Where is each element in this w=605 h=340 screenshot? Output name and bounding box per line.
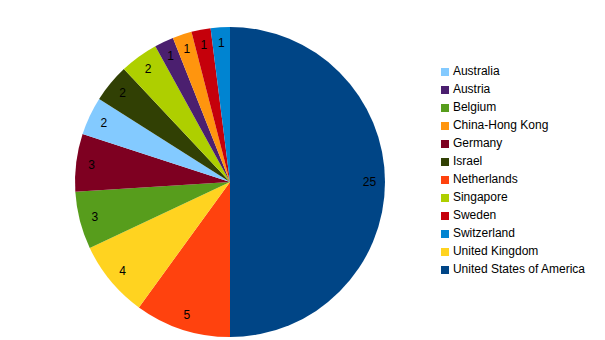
svg-text:1: 1 [167,49,174,63]
html-text:Switzerland: Switzerland [452,226,515,240]
html-text:Netherlands: Netherlands [452,172,518,186]
html-text:Sweden: Sweden [452,208,497,222]
svg-text:3: 3 [88,158,95,172]
svg-text:4: 4 [119,264,126,278]
svg-text:2: 2 [145,62,152,76]
svg-text:1: 1 [201,38,208,52]
html-text:United Kingdom: United Kingdom [452,244,539,258]
html-text:Austria: Austria [452,82,491,96]
svg-text:2: 2 [119,86,126,100]
svg-text:5: 5 [184,308,191,322]
svg-text:1: 1 [184,42,191,56]
svg-text:25: 25 [363,175,377,189]
svg-text:3: 3 [92,210,99,224]
html-text:China-Hong Kong: China-Hong Kong [452,118,549,132]
html-text:Belgium: Belgium [452,100,497,114]
html-text:Singapore: Singapore [452,190,508,204]
svg-text:2: 2 [100,116,107,130]
html-text:Germany: Germany [452,136,503,150]
svg-text:1: 1 [218,36,225,50]
html-text:Australia: Australia [452,64,500,78]
html-text:United States of America: United States of America [452,262,585,276]
html-text:Israel: Israel [452,154,483,168]
